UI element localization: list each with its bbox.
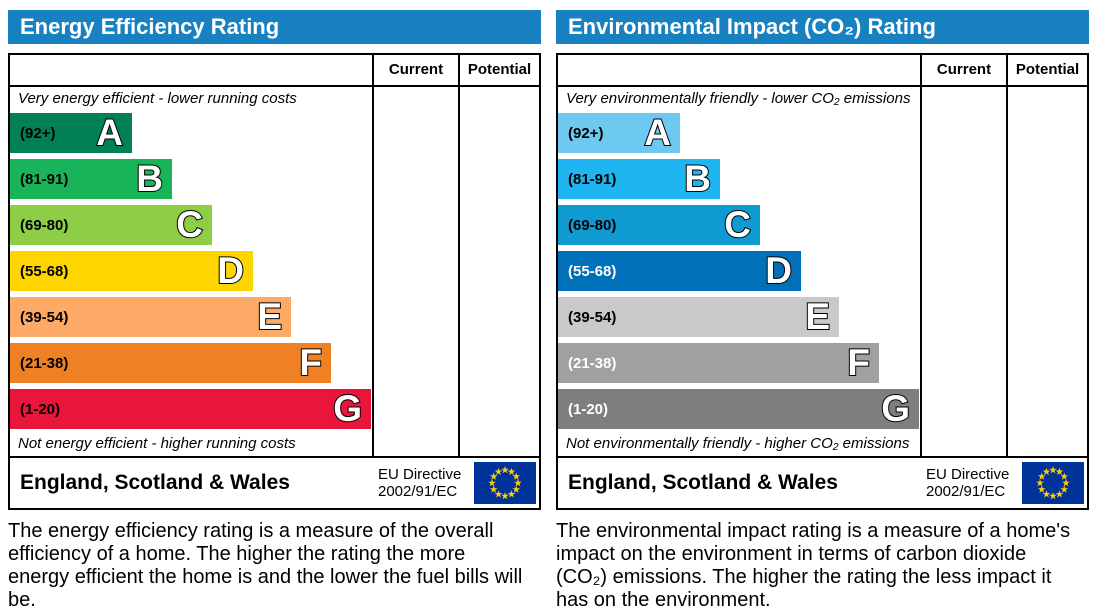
- band-bar: (39-54) E: [558, 297, 839, 337]
- band-area: Very energy efficient - lower running co…: [10, 87, 372, 456]
- eu-directive-label: EU Directive 2002/91/EC: [926, 466, 1016, 500]
- rating-band-d: (55-68) D: [558, 251, 920, 291]
- rating-band-c: (69-80) C: [558, 205, 920, 245]
- band-bar: (69-80) C: [10, 205, 212, 245]
- rating-band-c: (69-80) C: [10, 205, 372, 245]
- band-range-label: (81-91): [568, 170, 617, 188]
- band-range-label: (1-20): [568, 400, 609, 418]
- band-letter: B: [683, 158, 712, 199]
- energy-efficiency-description: The energy efficiency rating is a measur…: [8, 520, 523, 611]
- bottom-caption: Not energy efficient - higher running co…: [18, 435, 296, 452]
- energy-efficiency-panel: Energy Efficiency Rating Current Potenti…: [8, 10, 541, 612]
- header-spacer: [10, 55, 372, 85]
- environmental-impact-description: The environmental impact rating is a mea…: [556, 520, 1071, 611]
- band-letter: E: [256, 296, 283, 337]
- band-range-label: (55-68): [20, 262, 69, 280]
- energy-efficiency-title: Energy Efficiency Rating: [8, 10, 541, 44]
- eu-directive-label: EU Directive 2002/91/EC: [378, 466, 468, 500]
- band-bar: (21-38) F: [558, 343, 879, 383]
- band-range-label: (69-80): [20, 216, 69, 234]
- environmental-impact-title: Environmental Impact (CO₂) Rating: [556, 10, 1089, 44]
- band-letter: D: [764, 250, 793, 291]
- eu-flag-icon: [1022, 462, 1084, 504]
- potential-column: [458, 87, 539, 456]
- band-range-label: (21-38): [20, 354, 69, 372]
- band-range-label: (21-38): [568, 354, 617, 372]
- region-footer: England, Scotland & Wales EU Directive 2…: [8, 456, 541, 510]
- band-letter: D: [216, 250, 245, 291]
- band-letter: F: [846, 342, 871, 383]
- band-range-label: (39-54): [568, 308, 617, 326]
- band-range-label: (92+): [20, 124, 56, 142]
- band-range-label: (55-68): [568, 262, 617, 280]
- top-caption: Very energy efficient - lower running co…: [18, 90, 297, 107]
- rating-band-b: (81-91) B: [10, 159, 372, 199]
- eu-directive-line2: 2002/91/EC: [378, 483, 458, 500]
- band-range-label: (1-20): [20, 400, 61, 418]
- rating-band-b: (81-91) B: [558, 159, 920, 199]
- band-range-label: (92+): [568, 124, 604, 142]
- rating-bands: (92+) A (81-91) B (69-80) C (55-68) D (39-54) E (2…: [10, 113, 372, 429]
- rating-band-e: (39-54) E: [10, 297, 372, 337]
- rating-band-f: (21-38) F: [558, 343, 920, 383]
- environmental-impact-chart: Current Potential Very environmentally f…: [556, 53, 1089, 458]
- eu-directive-line1: EU Directive: [378, 466, 462, 483]
- potential-column-header: Potential: [458, 55, 539, 85]
- rating-band-a: (92+) A: [10, 113, 372, 153]
- rating-band-e: (39-54) E: [558, 297, 920, 337]
- band-bar: (92+) A: [558, 113, 680, 153]
- band-letter: C: [175, 204, 204, 245]
- column-header-row: Current Potential: [558, 55, 1087, 87]
- energy-efficiency-chart: Current Potential Very energy efficient …: [8, 53, 541, 458]
- band-range-label: (81-91): [20, 170, 69, 188]
- band-bar: (39-54) E: [10, 297, 291, 337]
- band-range-label: (39-54): [20, 308, 69, 326]
- band-letter: G: [332, 388, 363, 429]
- bottom-caption: Not environmentally friendly - higher CO…: [566, 435, 910, 452]
- current-column-header: Current: [372, 55, 458, 85]
- band-letter: F: [298, 342, 323, 383]
- current-column: [372, 87, 458, 456]
- rating-band-f: (21-38) F: [10, 343, 372, 383]
- band-letter: B: [135, 158, 164, 199]
- band-bar: (21-38) F: [10, 343, 331, 383]
- band-letter: A: [643, 112, 672, 153]
- rating-band-a: (92+) A: [558, 113, 920, 153]
- current-column: [920, 87, 1006, 456]
- potential-column-header: Potential: [1006, 55, 1087, 85]
- column-header-row: Current Potential: [10, 55, 539, 87]
- header-spacer: [558, 55, 920, 85]
- band-range-label: (69-80): [568, 216, 617, 234]
- potential-column: [1006, 87, 1087, 456]
- environmental-impact-panel: Environmental Impact (CO₂) Rating Curren…: [556, 10, 1089, 612]
- eu-directive-line2: 2002/91/EC: [926, 483, 1006, 500]
- band-letter: E: [804, 296, 831, 337]
- eu-directive-line1: EU Directive: [926, 466, 1010, 483]
- band-bar: (1-20) G: [558, 389, 919, 429]
- band-bar: (55-68) D: [10, 251, 253, 291]
- band-bar: (69-80) C: [558, 205, 760, 245]
- band-bar: (81-91) B: [10, 159, 172, 199]
- region-label: England, Scotland & Wales: [568, 471, 838, 494]
- rating-band-g: (1-20) G: [558, 389, 920, 429]
- region-footer: England, Scotland & Wales EU Directive 2…: [556, 456, 1089, 510]
- band-bar: (81-91) B: [558, 159, 720, 199]
- chart-body: Very environmentally friendly - lower CO…: [558, 87, 1087, 456]
- current-column-header: Current: [920, 55, 1006, 85]
- band-area: Very environmentally friendly - lower CO…: [558, 87, 920, 456]
- band-bar: (92+) A: [10, 113, 132, 153]
- band-letter: C: [723, 204, 752, 245]
- band-letter: G: [880, 388, 911, 429]
- band-letter: A: [95, 112, 124, 153]
- band-bar: (1-20) G: [10, 389, 371, 429]
- band-bar: (55-68) D: [558, 251, 801, 291]
- rating-bands: (92+) A (81-91) B (69-80) C (55-68) D (39-54) E (2…: [558, 113, 920, 429]
- top-caption: Very environmentally friendly - lower CO…: [566, 90, 911, 107]
- rating-band-d: (55-68) D: [10, 251, 372, 291]
- region-label: England, Scotland & Wales: [20, 471, 290, 494]
- rating-band-g: (1-20) G: [10, 389, 372, 429]
- eu-flag-icon: [474, 462, 536, 504]
- chart-body: Very energy efficient - lower running co…: [10, 87, 539, 456]
